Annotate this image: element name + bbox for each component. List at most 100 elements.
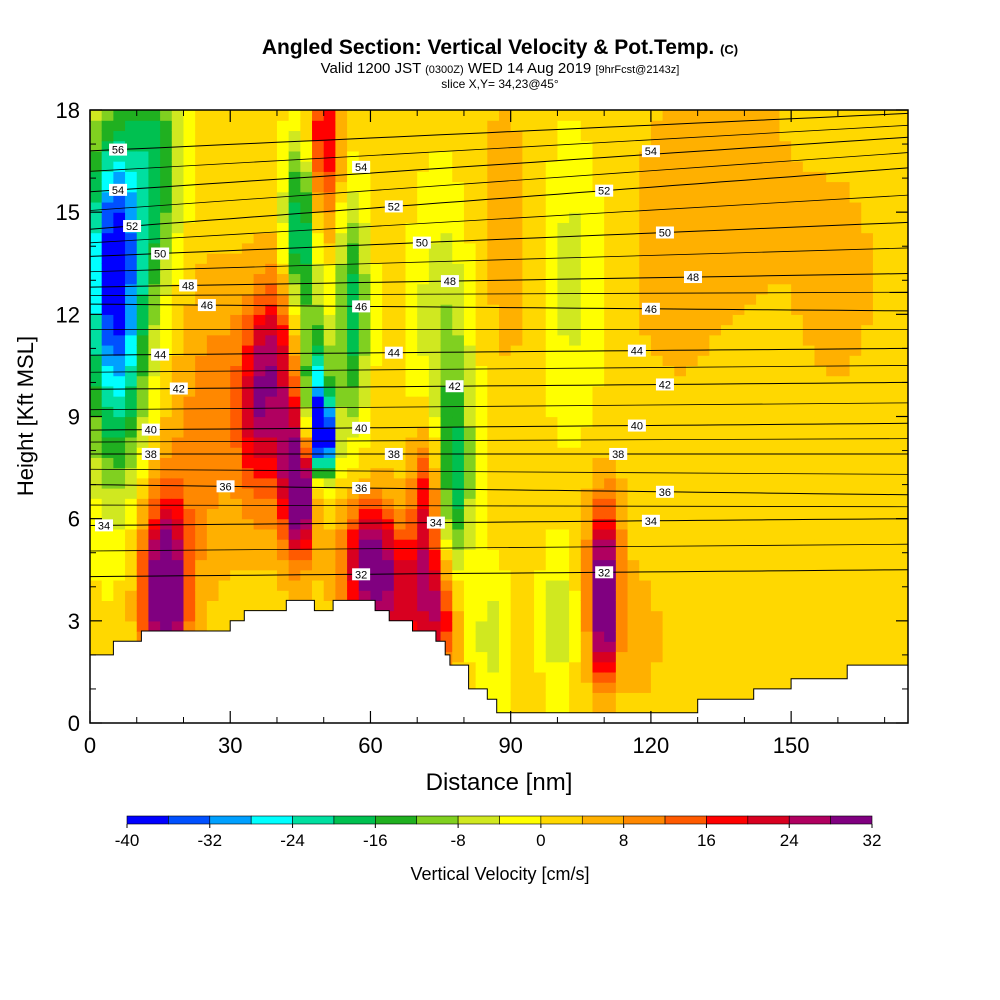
velocity-cell — [265, 334, 278, 346]
velocity-cell — [802, 661, 816, 673]
velocity-cell — [522, 293, 535, 305]
velocity-cell — [90, 161, 103, 172]
velocity-cell — [615, 559, 629, 571]
velocity-cell — [230, 212, 243, 223]
velocity-cell — [288, 171, 301, 183]
velocity-cell — [604, 692, 617, 704]
colorbar-swatch — [623, 815, 666, 825]
velocity-cell — [721, 293, 734, 305]
velocity-cell — [534, 273, 547, 285]
velocity-cell — [639, 406, 652, 418]
velocity-cell — [171, 222, 185, 234]
velocity-cell — [767, 344, 781, 356]
velocity-cell — [767, 212, 781, 223]
theta-contour-line — [90, 518, 908, 526]
velocity-cell — [335, 385, 348, 397]
velocity-cell — [767, 253, 781, 264]
velocity-cell — [569, 661, 582, 673]
velocity-cell — [113, 355, 126, 367]
velocity-cell — [440, 120, 453, 132]
velocity-cell — [253, 447, 266, 458]
velocity-cell — [826, 304, 839, 315]
velocity-cell — [300, 436, 313, 448]
velocity-cell — [756, 539, 769, 550]
velocity-cell — [125, 436, 138, 448]
velocity-cell — [650, 191, 664, 203]
velocity-cell — [499, 488, 512, 499]
velocity-cell — [767, 661, 781, 673]
velocity-cell — [779, 641, 792, 653]
velocity-cell — [125, 610, 138, 622]
velocity-cell — [323, 161, 336, 172]
velocity-cell — [300, 559, 313, 571]
velocity-cell — [370, 263, 383, 275]
velocity-cell — [837, 651, 851, 663]
velocity-cell — [218, 222, 231, 234]
velocity-cell — [183, 620, 196, 632]
contour-label-box — [141, 447, 160, 460]
velocity-cell — [522, 222, 535, 234]
velocity-cell — [323, 416, 336, 428]
velocity-cell — [475, 161, 488, 172]
velocity-cell — [475, 631, 488, 642]
velocity-cell — [896, 150, 908, 162]
velocity-cell — [101, 263, 114, 275]
velocity-cell — [405, 518, 418, 530]
velocity-cell — [837, 375, 851, 387]
velocity-cell — [872, 528, 886, 540]
velocity-cell — [253, 304, 266, 315]
velocity-cell — [569, 641, 582, 653]
velocity-cell — [335, 426, 348, 438]
velocity-cell — [499, 528, 512, 540]
velocity-cell — [615, 488, 629, 499]
velocity-cell — [136, 436, 150, 448]
velocity-cell — [779, 447, 792, 458]
velocity-cell — [195, 416, 208, 428]
velocity-cell — [475, 436, 488, 448]
velocity-cell — [615, 436, 629, 448]
contour-label-box — [352, 300, 371, 313]
velocity-cell — [300, 375, 313, 387]
velocity-cell — [534, 314, 547, 326]
velocity-cell — [522, 508, 535, 520]
velocity-cell — [358, 150, 372, 162]
velocity-cell — [744, 273, 757, 285]
velocity-cell — [861, 610, 874, 622]
velocity-cell — [627, 682, 640, 693]
velocity-cell — [884, 488, 897, 499]
velocity-cell — [615, 590, 629, 601]
velocity-cell — [709, 539, 722, 550]
velocity-cell — [136, 344, 150, 356]
velocity-cell — [440, 590, 453, 601]
y-tick-label: 0 — [68, 711, 80, 736]
velocity-cell — [323, 518, 336, 530]
velocity-cell — [744, 253, 757, 264]
velocity-cell — [639, 212, 652, 223]
velocity-cell — [709, 334, 722, 346]
velocity-cell — [849, 344, 862, 356]
velocity-cell — [253, 457, 266, 469]
velocity-cell — [569, 201, 582, 213]
velocity-cell — [101, 498, 114, 510]
velocity-cell — [569, 416, 582, 428]
velocity-cell — [884, 232, 897, 244]
velocity-cell — [499, 631, 512, 642]
velocity-cell — [370, 590, 383, 601]
velocity-cell — [323, 528, 336, 540]
velocity-cell — [136, 406, 150, 418]
contour-label-box — [169, 382, 188, 395]
velocity-cell — [487, 528, 500, 540]
velocity-cell — [125, 110, 138, 121]
velocity-cell — [639, 539, 652, 550]
velocity-cell — [884, 651, 897, 663]
velocity-cell — [627, 661, 640, 673]
velocity-cell — [230, 201, 243, 213]
velocity-cell — [136, 304, 150, 315]
velocity-cell — [463, 191, 477, 203]
x-tick-label: 0 — [84, 733, 96, 758]
velocity-cell — [113, 569, 126, 581]
velocity-cell — [744, 528, 757, 540]
velocity-cell — [662, 457, 675, 469]
velocity-cell — [312, 477, 325, 489]
velocity-cell — [440, 161, 453, 172]
